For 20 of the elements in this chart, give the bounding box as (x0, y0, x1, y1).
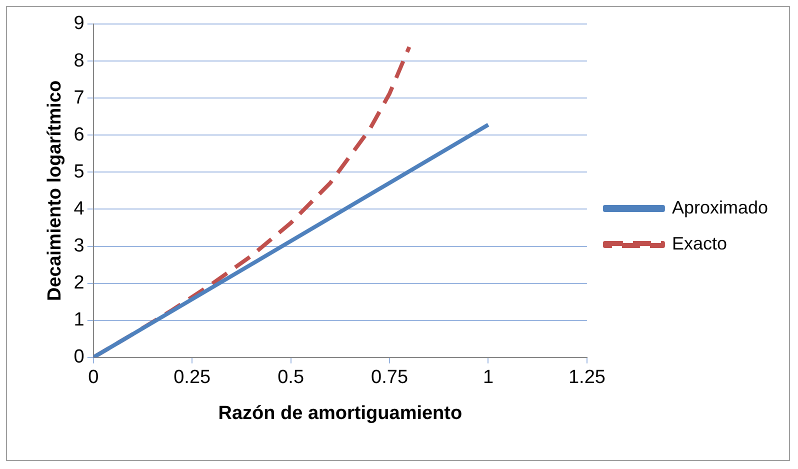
y-tick-label: 5 (74, 161, 84, 182)
legend-label: Exacto (672, 233, 727, 254)
y-tick-label: 8 (74, 50, 84, 72)
x-tick-label: 1.25 (568, 367, 606, 388)
x-tick-label: 1 (482, 367, 494, 388)
y-tick-label: 6 (74, 124, 84, 146)
y-tick-label: 1 (74, 310, 84, 331)
y-tick-label: 0 (74, 346, 84, 368)
legend-label: Aproximado (672, 197, 768, 218)
y-tick-label: 7 (74, 87, 84, 108)
x-tick-label: 0.75 (371, 367, 408, 388)
x-axis-title: Razón de amortiguamiento (218, 402, 462, 424)
x-tick-label: 0.5 (278, 367, 304, 388)
y-tick-label: 2 (74, 272, 84, 294)
x-tick-label: 0.25 (174, 367, 211, 388)
y-tick-label: 4 (74, 198, 85, 220)
y-axis-title: Decaimiento logarítmico (44, 80, 66, 302)
y-tick-label: 9 (74, 13, 84, 34)
x-tick-label: 0 (88, 367, 99, 388)
y-tick-label: 3 (74, 236, 84, 256)
